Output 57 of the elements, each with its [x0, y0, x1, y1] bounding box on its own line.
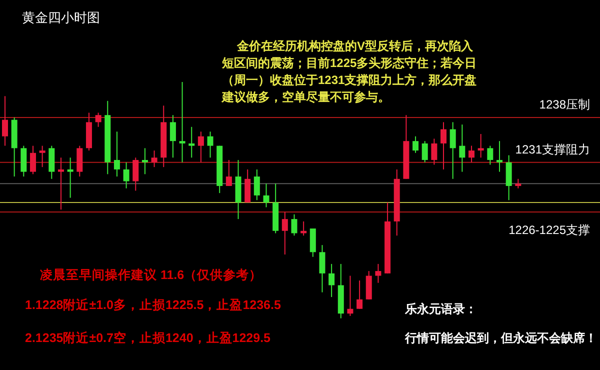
candlestick: [487, 145, 494, 166]
candlestick: [132, 157, 139, 192]
candlestick: [459, 124, 466, 172]
annotation: （周一）收盘位于1231支撑阻力上方，那么开盘: [222, 73, 477, 87]
text: 2.1235附近±0.7空，止损1240，止盈1229.5: [25, 330, 271, 345]
candlestick: [151, 150, 158, 168]
candlestick: [422, 140, 428, 163]
candlestick: [347, 275, 354, 316]
candlestick: [328, 263, 335, 298]
candlestick: [506, 154, 512, 201]
text: 金价在经历机构控盘的V型反转后，再次陷入: [236, 39, 474, 53]
candlestick: [431, 138, 438, 166]
candlestick: [67, 157, 74, 198]
candlestick: [263, 183, 270, 208]
candlestick: [366, 270, 372, 300]
candlestick: [282, 211, 288, 255]
candlestick: [188, 126, 195, 158]
candlestick: [226, 159, 232, 186]
ref-line-label: 1231支撑阻力: [515, 142, 590, 156]
candlestick: [496, 140, 502, 172]
candlestick: [291, 214, 298, 236]
ref-line-label: 1226-1225支撑: [508, 222, 590, 237]
candlestick: [39, 145, 46, 168]
candlestick: [58, 157, 64, 210]
candlestick: [450, 122, 456, 180]
ref-line-label: 1238压制: [539, 97, 590, 112]
candlestick: [114, 131, 120, 178]
candlestick: [319, 244, 326, 293]
candlestick: [310, 228, 316, 258]
candlestick: [142, 148, 148, 175]
candlestick: [95, 112, 102, 128]
annotation: 1.1228附近±1.0多，止损1225.5，止盈1236.5: [25, 297, 281, 312]
candlestick: [375, 263, 382, 284]
annotation: 乐永元语录：: [404, 302, 477, 316]
candlestick: [207, 131, 214, 158]
candlestick: [30, 145, 36, 175]
candlestick: [170, 114, 176, 158]
candlestick: [515, 178, 522, 189]
candlestick: [123, 162, 130, 189]
candlestick: [198, 131, 204, 163]
candlestick: [254, 168, 260, 201]
text: 行情可能会迟到，但永远不会缺席！: [404, 331, 597, 345]
candlestick: [468, 145, 474, 163]
candlestick: [76, 145, 83, 178]
candlestick: [20, 145, 27, 178]
candlestick: [412, 136, 419, 154]
chart-title: 黄金四小时图: [22, 10, 100, 25]
text: 短区间的震荡；目前1225多头形态守住；若今日: [221, 56, 477, 70]
candlestick: [244, 168, 251, 204]
annotation: 凌晨至早间操作建议 11.6（仅供参考）: [40, 267, 262, 282]
annotation: 建议做多，空单尽量不可参与。: [221, 90, 390, 104]
candlestick: [2, 96, 8, 146]
candlestick: [478, 133, 484, 158]
candlestick: [48, 145, 55, 180]
candlestick: [440, 122, 447, 170]
candlestick: [179, 82, 186, 163]
candlestick: [356, 280, 363, 310]
